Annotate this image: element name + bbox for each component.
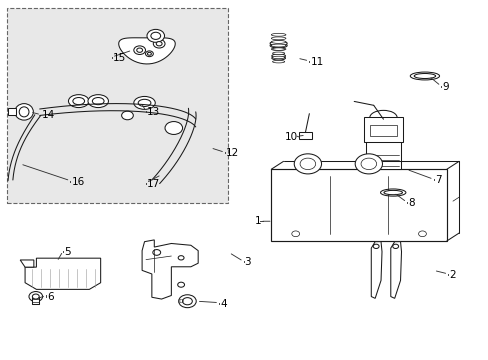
Ellipse shape — [409, 72, 439, 80]
Polygon shape — [142, 240, 198, 299]
Circle shape — [122, 111, 133, 120]
Text: 4: 4 — [220, 299, 226, 309]
Bar — [298, 132, 312, 139]
Circle shape — [156, 41, 162, 46]
Circle shape — [418, 231, 426, 237]
Circle shape — [178, 256, 183, 260]
Circle shape — [147, 52, 151, 55]
Ellipse shape — [271, 56, 285, 60]
Circle shape — [178, 295, 196, 308]
Polygon shape — [390, 242, 401, 298]
Ellipse shape — [271, 48, 285, 50]
Circle shape — [392, 244, 398, 248]
Text: 13: 13 — [147, 107, 160, 117]
Bar — [7, 108, 16, 116]
Circle shape — [153, 249, 160, 255]
Text: 15: 15 — [113, 53, 126, 63]
Bar — [6, 8, 228, 203]
Ellipse shape — [271, 37, 285, 40]
Circle shape — [294, 154, 321, 174]
Text: 2: 2 — [448, 270, 455, 280]
Ellipse shape — [271, 54, 285, 58]
Circle shape — [182, 298, 192, 305]
Circle shape — [177, 282, 184, 287]
Polygon shape — [370, 242, 381, 298]
Ellipse shape — [15, 104, 33, 120]
Circle shape — [134, 46, 145, 54]
Ellipse shape — [272, 56, 284, 59]
Circle shape — [151, 32, 160, 40]
Circle shape — [153, 40, 164, 48]
Ellipse shape — [88, 95, 108, 108]
Text: 7: 7 — [434, 175, 440, 185]
Text: 5: 5 — [64, 247, 71, 257]
Circle shape — [360, 158, 376, 170]
Circle shape — [300, 158, 315, 170]
Ellipse shape — [73, 98, 84, 105]
Circle shape — [291, 231, 299, 237]
Text: 11: 11 — [310, 57, 323, 67]
Ellipse shape — [413, 73, 435, 78]
Text: 1: 1 — [254, 216, 261, 226]
Ellipse shape — [92, 98, 104, 105]
Ellipse shape — [271, 44, 285, 47]
Circle shape — [354, 154, 382, 174]
Bar — [32, 297, 39, 305]
Circle shape — [29, 292, 42, 302]
Ellipse shape — [269, 41, 286, 46]
Ellipse shape — [19, 107, 29, 117]
Text: 14: 14 — [42, 111, 55, 121]
Ellipse shape — [138, 99, 151, 107]
Bar — [363, 117, 402, 142]
Ellipse shape — [271, 41, 285, 43]
Ellipse shape — [272, 60, 284, 63]
Bar — [271, 169, 446, 241]
Text: 6: 6 — [47, 292, 54, 302]
Ellipse shape — [380, 189, 405, 196]
Ellipse shape — [134, 96, 155, 109]
Ellipse shape — [272, 52, 284, 55]
Text: 9: 9 — [441, 82, 447, 92]
Text: 3: 3 — [244, 257, 251, 267]
Bar — [369, 125, 396, 136]
Polygon shape — [25, 258, 101, 289]
Text: D: D — [178, 299, 183, 304]
Text: 10: 10 — [285, 132, 298, 142]
Text: 17: 17 — [147, 179, 160, 189]
Text: 16: 16 — [71, 177, 84, 187]
Polygon shape — [20, 260, 34, 267]
Circle shape — [147, 30, 164, 42]
Ellipse shape — [383, 190, 402, 195]
Ellipse shape — [269, 43, 286, 48]
Circle shape — [145, 51, 153, 57]
Circle shape — [372, 244, 378, 248]
Text: 8: 8 — [407, 198, 414, 208]
Circle shape — [164, 122, 182, 134]
Ellipse shape — [271, 33, 285, 36]
Circle shape — [32, 294, 39, 299]
Bar — [366, 141, 400, 169]
Text: 12: 12 — [225, 148, 239, 158]
Ellipse shape — [68, 95, 89, 108]
Polygon shape — [119, 38, 175, 64]
Ellipse shape — [272, 48, 284, 50]
Circle shape — [137, 48, 142, 52]
